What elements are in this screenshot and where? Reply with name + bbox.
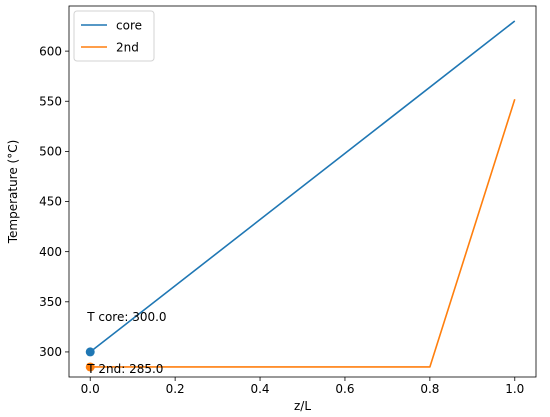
series-line-2nd	[90, 99, 516, 368]
x-tick-label: 0.4	[250, 382, 269, 396]
series-layer	[89, 20, 516, 368]
annotation-0: T core: 300.0	[86, 310, 166, 324]
y-tick-label: 300	[39, 345, 62, 359]
x-tick-label: 0.8	[420, 382, 439, 396]
y-tick-label: 500	[39, 145, 62, 159]
y-tick-label: 550	[39, 94, 62, 108]
marker-core	[85, 347, 95, 357]
y-tick-label: 450	[39, 195, 62, 209]
y-axis-label: Temperature (°C)	[6, 140, 20, 245]
legend-frame	[73, 10, 155, 62]
marker-2nd	[85, 362, 95, 372]
x-tick-label: 0.6	[335, 382, 354, 396]
x-tick-label: 0.2	[166, 382, 185, 396]
y-tick-label: 350	[39, 295, 62, 309]
x-axis-label: z/L	[294, 399, 311, 413]
annotation-layer: T core: 300.0 T 2nd: 285.0	[86, 310, 166, 376]
plot-area	[69, 6, 536, 377]
y-axis-ticks: 300 350 400 450 500 550 600	[39, 44, 69, 359]
annotation-1: T 2nd: 285.0	[86, 362, 163, 376]
plot-frame	[68, 5, 537, 378]
y-tick-label: 600	[39, 44, 62, 58]
series-line-core	[89, 20, 516, 353]
x-tick-label: 1.0	[505, 382, 524, 396]
x-axis-ticks: 0.0 0.2 0.4 0.6 0.8 1.0	[81, 377, 524, 396]
legend-label-core: core	[116, 19, 142, 33]
marker-layer	[85, 347, 95, 372]
legend-label-2nd: 2nd	[116, 41, 139, 55]
x-tick-label: 0.0	[81, 382, 100, 396]
y-tick-label: 400	[39, 245, 62, 259]
legend: core 2nd	[73, 10, 155, 62]
